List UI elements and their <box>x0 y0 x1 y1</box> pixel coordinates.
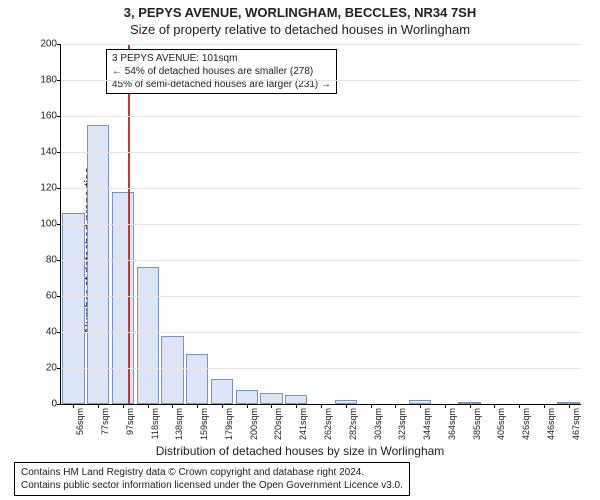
annotation-line1: 3 PEPYS AVENUE: 101sqm <box>112 52 331 65</box>
gridline <box>61 368 581 369</box>
xtick-mark <box>371 404 372 408</box>
ytick-label: 80 <box>27 255 61 266</box>
ytick-label: 200 <box>27 39 61 50</box>
annotation-box: 3 PEPYS AVENUE: 101sqm ← 54% of detached… <box>106 49 337 94</box>
bar <box>161 336 183 404</box>
ytick-label: 180 <box>27 75 61 86</box>
ytick-label: 160 <box>27 111 61 122</box>
gridline <box>61 260 581 261</box>
gridline <box>61 80 581 81</box>
chart-subtitle: Size of property relative to detached ho… <box>0 22 600 37</box>
gridline <box>61 332 581 333</box>
xtick-mark <box>420 404 421 408</box>
ytick-label: 140 <box>27 147 61 158</box>
ytick-label: 40 <box>27 327 61 338</box>
gridline <box>61 188 581 189</box>
xtick-mark <box>123 404 124 408</box>
bar <box>260 393 282 404</box>
xtick-mark <box>569 404 570 408</box>
ytick-label: 120 <box>27 183 61 194</box>
xtick-mark <box>98 404 99 408</box>
bar <box>62 213 84 404</box>
bar <box>236 390 258 404</box>
chart-container: 3, PEPYS AVENUE, WORLINGHAM, BECCLES, NR… <box>0 0 600 500</box>
plot-area: 3 PEPYS AVENUE: 101sqm ← 54% of detached… <box>60 44 581 405</box>
bar <box>285 395 307 404</box>
xtick-mark <box>247 404 248 408</box>
ytick-label: 100 <box>27 219 61 230</box>
bar <box>186 354 208 404</box>
xtick-mark <box>222 404 223 408</box>
ytick-label: 60 <box>27 291 61 302</box>
chart-title: 3, PEPYS AVENUE, WORLINGHAM, BECCLES, NR… <box>0 5 600 20</box>
xtick-mark <box>470 404 471 408</box>
footnote-line1: Contains HM Land Registry data © Crown c… <box>21 466 403 479</box>
xtick-mark <box>445 404 446 408</box>
gridline <box>61 224 581 225</box>
xtick-mark <box>321 404 322 408</box>
footnote-line2: Contains public sector information licen… <box>21 479 403 492</box>
xtick-mark <box>148 404 149 408</box>
annotation-line2: ← 54% of detached houses are smaller (27… <box>112 65 331 78</box>
gridline <box>61 44 581 45</box>
xtick-mark <box>519 404 520 408</box>
gridline <box>61 296 581 297</box>
ytick-label: 0 <box>27 399 61 410</box>
xtick-mark <box>544 404 545 408</box>
gridline <box>61 116 581 117</box>
footnote: Contains HM Land Registry data © Crown c… <box>14 462 410 496</box>
bar <box>137 267 159 404</box>
gridline <box>61 152 581 153</box>
x-axis-label: Distribution of detached houses by size … <box>0 444 600 458</box>
xtick-mark <box>346 404 347 408</box>
bar <box>211 379 233 404</box>
ytick-label: 20 <box>27 363 61 374</box>
bar <box>87 125 109 404</box>
